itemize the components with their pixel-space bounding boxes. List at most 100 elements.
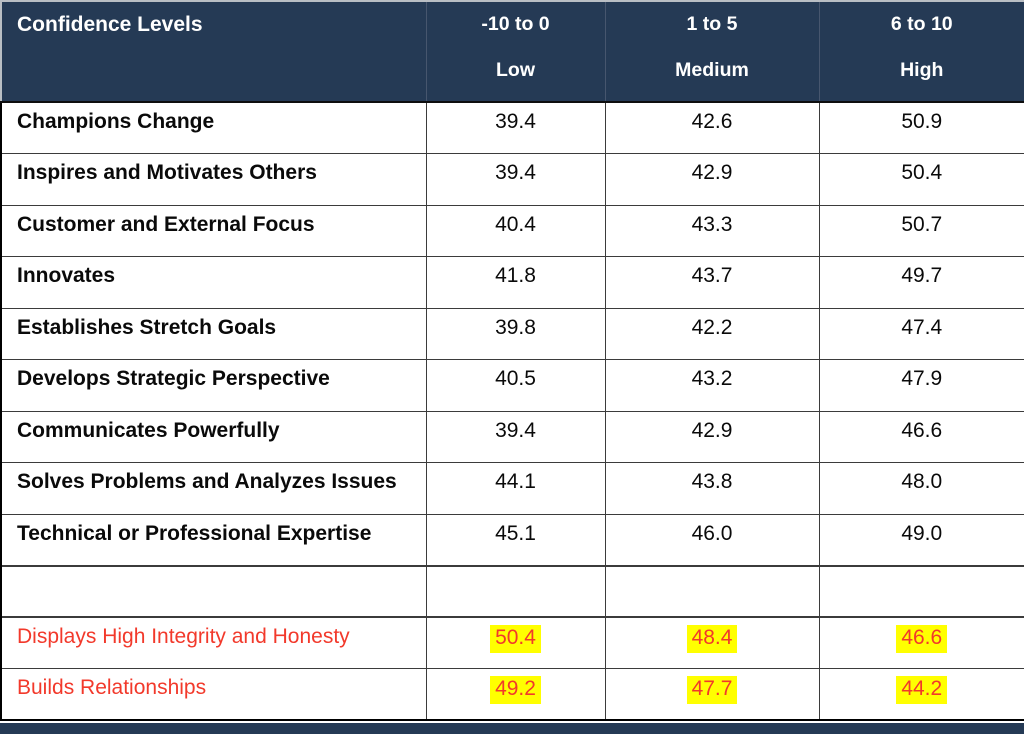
cell-medium: 43.3 bbox=[604, 204, 820, 257]
cell-high-value: 49.0 bbox=[901, 521, 943, 545]
header-range-low: -10 to 0 bbox=[481, 13, 550, 35]
row-label: Inspires and Motivates Others bbox=[0, 153, 427, 206]
row-label: Innovates bbox=[0, 256, 427, 309]
table-title: Confidence Levels bbox=[17, 13, 203, 36]
cell-low: 49.2 bbox=[425, 668, 606, 721]
cell-high bbox=[818, 564, 1024, 618]
cell-low: 39.4 bbox=[425, 410, 606, 463]
table-row: Establishes Stretch Goals 39.8 42.2 47.4 bbox=[0, 307, 1024, 360]
cell-medium-value: 42.9 bbox=[691, 418, 733, 442]
row-label: Displays High Integrity and Honesty bbox=[0, 616, 427, 669]
table-row: Communicates Powerfully 39.4 42.9 46.6 bbox=[0, 410, 1024, 463]
cell-low: 44.1 bbox=[425, 462, 606, 515]
cell-medium: 47.7 bbox=[604, 668, 820, 721]
cell-low: 50.4 bbox=[425, 616, 606, 669]
row-label: Champions Change bbox=[0, 101, 427, 154]
table-row: Innovates 41.8 43.7 49.7 bbox=[0, 256, 1024, 309]
cell-low-value: 40.4 bbox=[495, 212, 536, 236]
cell-low: 45.1 bbox=[425, 513, 606, 566]
table-title-cell: Confidence Levels bbox=[0, 0, 426, 103]
cell-high-value: 47.9 bbox=[901, 367, 943, 390]
cell-high: 49.0 bbox=[818, 513, 1024, 566]
cell-low-value: 50.4 bbox=[490, 625, 541, 653]
cell-high-value: 44.2 bbox=[896, 676, 948, 704]
row-label: Builds Relationships bbox=[0, 668, 427, 721]
cell-high: 49.7 bbox=[818, 256, 1024, 309]
cell-high: 44.2 bbox=[818, 668, 1024, 721]
cell-high: 50.7 bbox=[818, 204, 1024, 257]
cell-low: 40.5 bbox=[425, 359, 606, 412]
cell-medium bbox=[604, 564, 820, 618]
cell-low-value: 39.4 bbox=[495, 418, 536, 442]
header-range-medium: 1 to 5 bbox=[686, 13, 738, 35]
table-row: Develops Strategic Perspective 40.5 43.2… bbox=[0, 359, 1024, 412]
table-row: Customer and External Focus 40.4 43.3 50… bbox=[0, 204, 1024, 257]
cell-high-value: 46.6 bbox=[901, 418, 943, 442]
cell-medium-value: 42.6 bbox=[691, 110, 733, 133]
footer-bar bbox=[0, 723, 1024, 734]
cell-medium: 43.2 bbox=[604, 359, 820, 412]
cell-low-value: 39.8 bbox=[495, 315, 536, 339]
table-row: Technical or Professional Expertise 45.1… bbox=[0, 513, 1024, 566]
row-label: Establishes Stretch Goals bbox=[0, 307, 427, 360]
cell-medium-value: 43.2 bbox=[691, 367, 733, 390]
cell-medium-value: 46.0 bbox=[691, 521, 733, 545]
row-label: Communicates Powerfully bbox=[0, 410, 427, 463]
table-header: Confidence Levels -10 to 0 Low 1 to 5 Me… bbox=[0, 0, 1024, 103]
cell-medium: 46.0 bbox=[604, 513, 820, 566]
cell-medium: 43.7 bbox=[604, 256, 820, 309]
cell-medium-value: 43.3 bbox=[691, 212, 733, 236]
header-label-low: Low bbox=[496, 59, 535, 81]
cell-high: 47.4 bbox=[818, 307, 1024, 360]
cell-low bbox=[425, 564, 606, 618]
cell-low-value: 44.1 bbox=[495, 470, 536, 493]
cell-low-value: 39.4 bbox=[495, 110, 536, 133]
row-label: Technical or Professional Expertise bbox=[0, 513, 427, 566]
cell-low: 40.4 bbox=[425, 204, 606, 257]
header-label-high: High bbox=[900, 59, 944, 81]
cell-medium: 42.2 bbox=[604, 307, 820, 360]
cell-medium-value: 42.2 bbox=[691, 315, 733, 339]
row-label bbox=[0, 564, 427, 618]
header-row: Confidence Levels -10 to 0 Low 1 to 5 Me… bbox=[0, 0, 1024, 103]
cell-low-value: 41.8 bbox=[495, 264, 536, 287]
cell-high-value: 49.7 bbox=[901, 264, 943, 287]
cell-medium-value: 48.4 bbox=[686, 625, 738, 653]
cell-low: 39.4 bbox=[425, 153, 606, 206]
cell-high-value: 46.6 bbox=[896, 625, 948, 653]
table-row bbox=[0, 564, 1024, 618]
cell-medium: 42.6 bbox=[604, 101, 820, 154]
cell-high: 47.9 bbox=[818, 359, 1024, 412]
cell-high-value: 50.4 bbox=[901, 161, 943, 184]
table-row: Displays High Integrity and Honesty 50.4… bbox=[0, 616, 1024, 669]
table-row: Solves Problems and Analyzes Issues 44.1… bbox=[0, 462, 1024, 515]
header-col-medium: 1 to 5 Medium bbox=[604, 0, 819, 103]
row-label: Develops Strategic Perspective bbox=[0, 359, 427, 412]
cell-low-value: 39.4 bbox=[495, 161, 536, 184]
cell-high: 46.6 bbox=[818, 410, 1024, 463]
table-row: Inspires and Motivates Others 39.4 42.9 … bbox=[0, 153, 1024, 206]
cell-high-value: 50.9 bbox=[901, 110, 943, 133]
cell-low: 41.8 bbox=[425, 256, 606, 309]
cell-medium-value: 42.9 bbox=[691, 161, 733, 184]
cell-low-value: 45.1 bbox=[495, 521, 536, 545]
header-range-high: 6 to 10 bbox=[890, 13, 953, 35]
cell-medium: 48.4 bbox=[604, 616, 820, 669]
cell-low: 39.4 bbox=[425, 101, 606, 154]
header-label-medium: Medium bbox=[675, 59, 749, 81]
cell-medium-value: 43.8 bbox=[691, 470, 733, 493]
header-col-low: -10 to 0 Low bbox=[425, 0, 605, 103]
cell-high-value: 50.7 bbox=[901, 212, 943, 236]
cell-high: 48.0 bbox=[818, 462, 1024, 515]
cell-medium: 42.9 bbox=[604, 410, 820, 463]
cell-low: 39.8 bbox=[425, 307, 606, 360]
cell-medium-value: 47.7 bbox=[686, 676, 738, 704]
cell-medium-value: 43.7 bbox=[691, 264, 733, 287]
row-label: Customer and External Focus bbox=[0, 204, 427, 257]
cell-high-value: 48.0 bbox=[901, 470, 943, 493]
cell-high: 50.4 bbox=[818, 153, 1024, 206]
header-col-high: 6 to 10 High bbox=[818, 0, 1024, 103]
cell-high: 50.9 bbox=[818, 101, 1024, 154]
